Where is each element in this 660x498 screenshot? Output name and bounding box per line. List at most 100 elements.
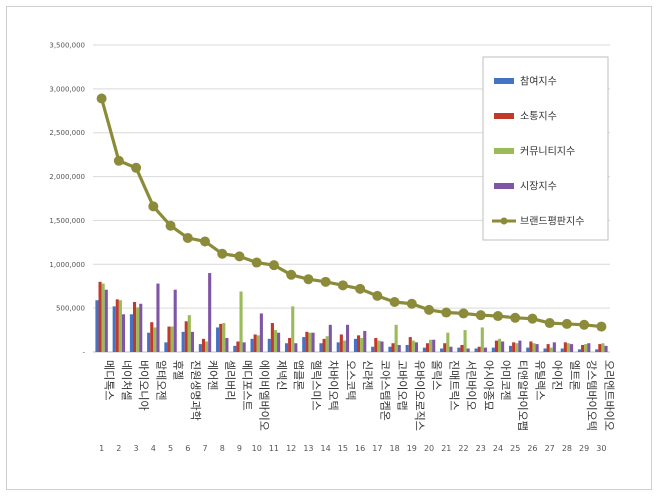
bar bbox=[219, 323, 223, 352]
line-point bbox=[458, 308, 469, 319]
legend-label: 브랜드평판지수 bbox=[520, 216, 584, 228]
bar bbox=[242, 342, 246, 352]
line-point bbox=[182, 232, 193, 243]
bar bbox=[414, 342, 419, 352]
bar bbox=[380, 341, 384, 352]
bar bbox=[394, 324, 398, 352]
x-category-label: 아시아종묘 bbox=[482, 360, 495, 411]
bar bbox=[477, 346, 481, 352]
x-category-label: 메디포스트 bbox=[240, 360, 253, 411]
line-point bbox=[217, 248, 228, 259]
x-rank-label: 20 bbox=[424, 444, 434, 453]
bar bbox=[391, 343, 395, 352]
legend-label: 시장지수 bbox=[520, 181, 557, 193]
bar bbox=[339, 334, 343, 352]
x-category-label: 티앤알바이오팹 bbox=[516, 360, 530, 431]
line-point bbox=[148, 201, 159, 212]
bar bbox=[118, 300, 122, 352]
bar bbox=[529, 341, 533, 352]
x-category-label: 휴젤 bbox=[172, 360, 185, 380]
bar bbox=[512, 342, 516, 352]
x-rank-label: 9 bbox=[237, 444, 242, 453]
y-axis-tick-labels: - 500,000 1,000,000 1,500,000 2,000,000 2,500… bbox=[49, 42, 85, 357]
bar bbox=[546, 344, 550, 352]
y-tick-label: 2,500,000 bbox=[49, 129, 85, 137]
x-rank-label: 17 bbox=[372, 444, 382, 453]
x-category-label: 셀리버리 bbox=[223, 360, 236, 400]
bar bbox=[328, 324, 332, 352]
line-point bbox=[131, 162, 142, 173]
x-category-label: 코아스템켐온 bbox=[378, 360, 391, 421]
legend-label: 참여지수 bbox=[520, 76, 557, 88]
bar bbox=[518, 340, 522, 352]
line-point bbox=[492, 311, 503, 322]
bar bbox=[440, 348, 444, 352]
x-rank-label: 16 bbox=[355, 444, 365, 453]
bar bbox=[236, 341, 240, 352]
x-category-label: 앱클론 bbox=[292, 360, 305, 390]
bar bbox=[581, 344, 585, 352]
bar bbox=[112, 306, 116, 352]
x-category-label: 유바이오로직스 bbox=[413, 360, 426, 431]
bars bbox=[95, 273, 608, 352]
bar bbox=[595, 349, 599, 352]
line-point bbox=[389, 297, 400, 308]
legend-swatch bbox=[494, 148, 514, 154]
line-point bbox=[303, 274, 314, 285]
bar bbox=[566, 343, 571, 352]
bar bbox=[342, 340, 346, 352]
x-category-label: 오스코텍 bbox=[344, 360, 357, 400]
x-category-label: 에이비엘바이오 bbox=[258, 360, 271, 431]
bar bbox=[153, 327, 157, 352]
x-rank-label: 3 bbox=[134, 444, 139, 453]
bar bbox=[363, 330, 367, 352]
bar bbox=[305, 331, 309, 352]
x-rank-label: 18 bbox=[389, 444, 399, 453]
x-rank-label: 5 bbox=[168, 444, 173, 453]
line-point bbox=[372, 290, 383, 301]
x-axis-category-labels: 메디톡스 네이처셀 바이오니아 알테오젠 휴젤 진원생명과학 케어젠 셀리버리 메디포스트 에이비… bbox=[103, 360, 616, 431]
x-category-label: 헬릭스미스 bbox=[309, 360, 322, 411]
bar bbox=[374, 337, 378, 352]
x-rank-label: 2 bbox=[116, 444, 121, 453]
bar bbox=[190, 331, 194, 352]
bar bbox=[294, 343, 298, 352]
x-rank-label: 24 bbox=[493, 444, 503, 453]
bar bbox=[308, 332, 312, 352]
x-category-label: 메디톡스 bbox=[103, 360, 116, 400]
x-rank-label: 19 bbox=[407, 444, 417, 453]
x-rank-label: 25 bbox=[510, 444, 520, 453]
bar bbox=[267, 338, 271, 352]
x-category-label: 차바이오텍 bbox=[327, 360, 340, 411]
x-category-label: 네이처셀 bbox=[120, 360, 133, 400]
bar bbox=[147, 332, 151, 352]
line-point bbox=[251, 257, 262, 268]
y-tick-label: 500,000 bbox=[56, 305, 85, 313]
x-category-label: 유틸렉스 bbox=[533, 360, 546, 400]
bar bbox=[388, 346, 392, 352]
y-tick-label: 2,000,000 bbox=[49, 173, 85, 181]
bar bbox=[184, 321, 188, 352]
x-category-label: 바이오니아 bbox=[137, 360, 150, 411]
bar bbox=[552, 342, 556, 352]
bar bbox=[253, 334, 257, 352]
x-rank-label: 4 bbox=[151, 444, 156, 453]
bar bbox=[216, 327, 220, 352]
bar bbox=[201, 338, 206, 352]
bar bbox=[167, 326, 171, 352]
line-point bbox=[96, 93, 107, 104]
bar bbox=[501, 341, 505, 352]
bar bbox=[457, 347, 461, 352]
bar bbox=[336, 342, 340, 352]
x-rank-label: 8 bbox=[220, 444, 225, 453]
bar bbox=[357, 335, 361, 352]
bar bbox=[250, 338, 254, 352]
bar bbox=[288, 337, 292, 352]
x-rank-label: 13 bbox=[303, 444, 313, 453]
bar bbox=[259, 313, 263, 352]
line-point bbox=[579, 319, 590, 330]
bar bbox=[302, 337, 306, 352]
line-point bbox=[561, 318, 572, 329]
